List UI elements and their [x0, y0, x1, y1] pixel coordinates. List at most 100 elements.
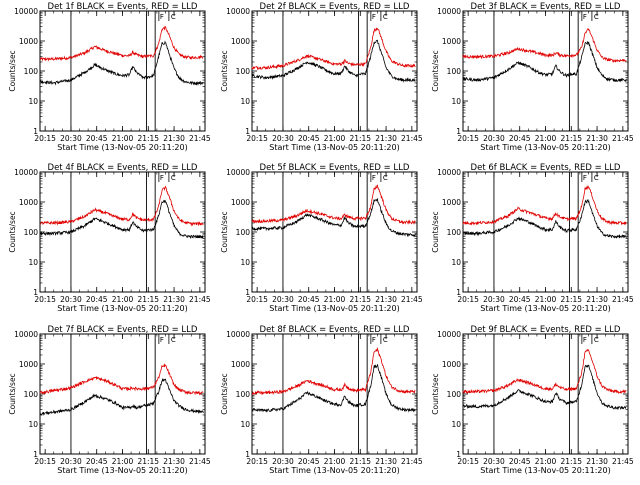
x-tick-label: 21:30 [163, 295, 185, 304]
x-axis-label: Start Time (13-Nov-05 20:11:20) [480, 304, 610, 313]
x-tick-label: 21:30 [586, 134, 608, 143]
red-series-line [251, 346, 416, 396]
y-tick-label: 1 [33, 288, 38, 297]
x-tick-label: 20:15 [34, 457, 56, 466]
plot-frame [39, 171, 206, 293]
y-tick-label: 100 [24, 390, 39, 399]
x-tick-label: 20:45 [509, 295, 531, 304]
y-axis-label: Counts/sec [220, 373, 229, 414]
x-tick-label: 21:45 [401, 295, 423, 304]
y-tick-label: 1000 [231, 198, 250, 207]
plot-frame [39, 333, 206, 455]
y-tick-label: 1 [33, 127, 38, 136]
x-tick-label: 20:45 [86, 134, 108, 143]
y-tick-label: 1 [245, 450, 250, 459]
x-tick-label: 20:30 [483, 457, 505, 466]
y-tick-label: 1 [245, 288, 250, 297]
x-tick-label: 20:15 [34, 295, 56, 304]
black-series-line [462, 199, 627, 239]
x-tick-label: 21:15 [137, 295, 159, 304]
x-tick-label: 21:30 [586, 457, 608, 466]
marker-label-f: F [160, 174, 164, 182]
x-tick-label: 21:15 [349, 134, 371, 143]
x-tick-label: 20:45 [298, 295, 320, 304]
plot-frame [251, 10, 418, 132]
panel-det-1: Det 1f BLACK = Events, RED = LLD 1 10 100 10… [8, 2, 211, 152]
x-tick-label: 21:30 [586, 295, 608, 304]
x-tick-label: 21:30 [375, 134, 397, 143]
red-series-line [462, 28, 627, 63]
x-tick-label: 20:30 [60, 134, 82, 143]
marker-label-c: C [171, 174, 176, 182]
black-series-line [251, 39, 416, 83]
panel-det-8: Det 8f BLACK = Events, RED = LLD 1 10 100 10… [220, 325, 423, 475]
x-tick-label: 20:45 [86, 295, 108, 304]
panel-title: Det 8f BLACK = Events, RED = LLD [260, 325, 410, 335]
y-axis-label: Counts/sec [431, 211, 440, 252]
panel-det-3: Det 3f BLACK = Events, RED = LLD 1 10 100 10… [431, 2, 634, 152]
y-tick-label: 100 [447, 390, 462, 399]
red-series-line [251, 27, 416, 71]
x-tick-label: 20:15 [34, 134, 56, 143]
x-tick-label: 21:00 [112, 457, 134, 466]
red-series-line [39, 185, 204, 227]
x-tick-label: 21:00 [535, 295, 557, 304]
y-tick-label: 100 [236, 390, 251, 399]
x-tick-label: 20:45 [509, 134, 531, 143]
x-tick-label: 21:30 [163, 457, 185, 466]
x-tick-label: 20:30 [483, 134, 505, 143]
red-series-line [251, 184, 416, 225]
x-tick-label: 21:00 [112, 134, 134, 143]
marker-label-c: C [171, 13, 176, 21]
y-tick-label: 10 [451, 97, 461, 106]
marker-label-f: F [372, 174, 376, 182]
y-tick-label: 1000 [442, 198, 461, 207]
black-series-line [462, 40, 627, 83]
y-axis-label: Counts/sec [220, 211, 229, 252]
x-tick-label: 20:30 [272, 134, 294, 143]
x-tick-label: 20:30 [272, 457, 294, 466]
marker-label-f: F [160, 13, 164, 21]
x-tick-label: 21:45 [401, 457, 423, 466]
x-tick-label: 20:15 [457, 295, 479, 304]
marker-label-c: C [383, 13, 388, 21]
y-tick-label: 1 [33, 450, 38, 459]
y-tick-label: 1000 [231, 37, 250, 46]
panel-title: Det 5f BLACK = Events, RED = LLD [260, 163, 410, 173]
x-axis-label: Start Time (13-Nov-05 20:11:20) [269, 143, 399, 152]
x-tick-label: 21:45 [189, 295, 211, 304]
panel-title: Det 1f BLACK = Events, RED = LLD [48, 2, 198, 12]
y-tick-label: 1000 [442, 37, 461, 46]
y-tick-label: 1000 [231, 360, 250, 369]
black-series-line [251, 364, 416, 413]
y-tick-label: 10000 [437, 168, 461, 177]
black-series-line [462, 364, 627, 410]
x-axis-label: Start Time (13-Nov-05 20:11:20) [269, 304, 399, 313]
y-axis-label: Counts/sec [431, 373, 440, 414]
red-series-line [462, 184, 627, 226]
y-tick-label: 10000 [437, 7, 461, 16]
x-tick-label: 20:15 [457, 457, 479, 466]
y-tick-label: 10000 [14, 7, 38, 16]
y-tick-label: 10000 [226, 330, 250, 339]
y-tick-label: 10000 [226, 7, 250, 16]
x-tick-label: 21:15 [560, 295, 582, 304]
x-tick-label: 21:15 [560, 457, 582, 466]
x-tick-label: 20:15 [246, 134, 268, 143]
panel-title: Det 2f BLACK = Events, RED = LLD [260, 2, 410, 12]
panel-title: Det 9f BLACK = Events, RED = LLD [471, 325, 621, 335]
x-tick-label: 20:45 [86, 457, 108, 466]
x-tick-label: 21:00 [324, 134, 346, 143]
panel-det-6: Det 6f BLACK = Events, RED = LLD 1 10 100 10… [431, 163, 634, 313]
y-tick-label: 10 [240, 258, 250, 267]
y-axis-label: Counts/sec [8, 373, 17, 414]
y-tick-label: 10000 [437, 330, 461, 339]
plot-frame [39, 10, 206, 132]
panel-title: Det 3f BLACK = Events, RED = LLD [471, 2, 621, 12]
x-axis-label: Start Time (13-Nov-05 20:11:20) [269, 466, 399, 475]
x-axis-label: Start Time (13-Nov-05 20:11:20) [57, 304, 187, 313]
marker-label-c: C [171, 336, 176, 344]
y-axis-label: Counts/sec [431, 50, 440, 91]
marker-label-f: F [372, 336, 376, 344]
y-tick-label: 10 [240, 97, 250, 106]
